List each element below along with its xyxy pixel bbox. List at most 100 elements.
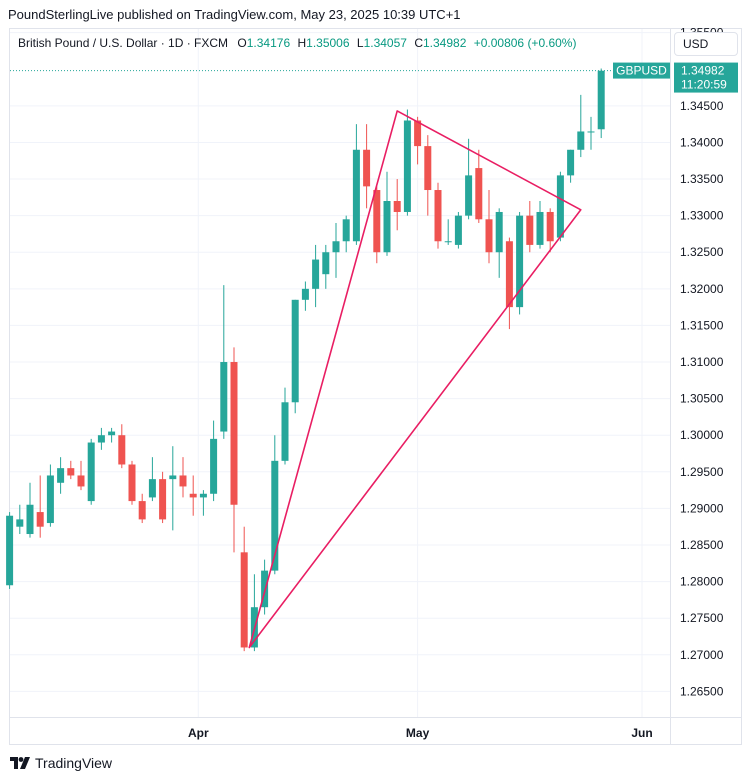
candle-body[interactable] [36,512,44,527]
candle-body[interactable] [475,168,483,220]
candle-body[interactable] [332,241,340,253]
candle-body[interactable] [138,501,146,520]
tradingview-brand-text: TradingView [35,755,113,771]
candle-body[interactable] [57,468,65,483]
x-tick-label: May [406,726,430,740]
candle-body[interactable] [587,131,595,133]
candle-body[interactable] [210,438,218,494]
low-value: 1.34057 [363,36,407,50]
candle-body[interactable] [26,504,34,535]
y-tick-label: 1.31000 [680,355,724,369]
candle-body[interactable] [77,475,85,487]
attribution-text: PoundSterlingLive published on TradingVi… [8,7,461,22]
y-tick-label: 1.33500 [680,172,724,186]
triangle-pattern[interactable] [248,110,582,649]
close-value: 1.34982 [422,36,467,50]
candle-body[interactable] [403,120,411,212]
candle-body[interactable] [189,493,197,498]
candle-body[interactable] [301,288,309,300]
candle-body[interactable] [434,190,442,242]
y-tick-label: 1.32500 [680,245,724,259]
candle-body[interactable] [352,149,360,242]
candle-body[interactable] [373,190,381,253]
tradingview-logo-icon [10,757,30,769]
candle-body[interactable] [220,362,228,432]
candle-body[interactable] [414,120,422,147]
x-tick-label: Apr [188,726,209,740]
candle-body[interactable] [342,219,350,242]
candle-body[interactable] [128,464,136,502]
candle-body[interactable] [16,519,24,527]
candle-body[interactable] [444,241,452,243]
symbol-badge [613,62,670,79]
candle-body[interactable] [526,215,534,245]
x-tick-label: Jun [631,726,652,740]
candle-body[interactable] [536,211,544,245]
candle-body[interactable] [6,515,14,586]
candle-body[interactable] [159,479,167,520]
y-tick-label: 1.27500 [680,611,724,625]
y-tick-label: 1.27000 [680,648,724,662]
candle-body[interactable] [108,431,116,436]
symbol-legend: British Pound / U.S. Dollar · 1D · FXCM … [18,36,576,50]
candle-body[interactable] [46,475,54,524]
candle-body[interactable] [383,201,391,253]
tradingview-logo[interactable]: TradingView [10,755,112,771]
y-tick-label: 1.29000 [680,501,724,515]
y-tick-label: 1.33000 [680,209,724,223]
candle-body[interactable] [230,362,238,505]
price-badge-value: 1.34982 [681,64,725,78]
y-tick-label: 1.26500 [680,684,724,698]
candle-body[interactable] [546,211,554,242]
low-label: L [356,36,364,50]
y-tick-label: 1.30000 [680,428,724,442]
y-tick-label: 1.34500 [680,99,724,113]
candle-body[interactable] [97,435,105,443]
y-tick-label: 1.34000 [680,135,724,149]
candle-body[interactable] [577,131,585,150]
candle-body[interactable] [87,442,95,502]
candle-body[interactable] [454,215,462,245]
y-tick-label: 1.29500 [680,465,724,479]
candle-body[interactable] [597,70,605,130]
candle-body[interactable] [271,460,279,571]
candle-body[interactable] [516,215,524,308]
candle-body[interactable] [567,149,575,176]
candle-body[interactable] [281,402,289,461]
candle-body[interactable] [67,468,75,476]
candle-body[interactable] [240,552,248,648]
candle-body[interactable] [393,201,401,212]
open-value: 1.34176 [246,36,291,50]
candle-body[interactable] [556,175,564,238]
symbol-badge-label: GBPUSD [616,64,667,78]
candle-body[interactable] [424,146,432,191]
candle-body[interactable] [261,570,269,608]
high-label: H [297,36,307,50]
candle-body[interactable] [118,435,126,465]
symbol-title: British Pound / U.S. Dollar · 1D · FXCM [18,36,229,50]
candle-body[interactable] [465,175,473,216]
candle-body[interactable] [179,475,187,487]
open-label: O [237,36,247,50]
y-tick-label: 1.28500 [680,538,724,552]
candle-body[interactable] [322,252,330,275]
candle-body[interactable] [505,241,513,308]
candle-body[interactable] [199,493,207,498]
y-tick-label: 1.30500 [680,392,724,406]
candle-body[interactable] [485,219,493,253]
price-badge-countdown: 11:20:59 [681,78,727,92]
close-label: C [414,36,423,50]
candle-body[interactable] [169,475,177,480]
candle-body[interactable] [363,149,371,187]
price-scale-divider [670,28,671,745]
candle-body[interactable] [148,479,156,498]
time-scale-divider [9,717,742,718]
high-value: 1.35006 [306,36,350,50]
currency-button[interactable]: USD [674,32,738,56]
change-value: +0.00806 (+0.60%) [473,36,577,50]
candle-body[interactable] [312,259,320,289]
candle-body[interactable] [291,299,299,403]
candle-body[interactable] [495,211,503,253]
y-tick-label: 1.31500 [680,318,724,332]
